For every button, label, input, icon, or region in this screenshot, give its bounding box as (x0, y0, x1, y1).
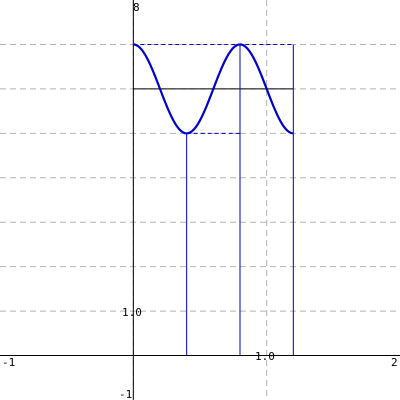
curve-layer (132, 43, 294, 135)
x-mid-label: 1.0 (255, 350, 275, 363)
y-mid-label: 1.0 (122, 306, 142, 319)
curve-series (132, 43, 294, 135)
y-max-label: 8 (133, 1, 140, 14)
x-min-label: -1 (2, 356, 15, 369)
y-min-label: -1 (119, 388, 132, 400)
x-max-label: 2 (391, 356, 398, 369)
